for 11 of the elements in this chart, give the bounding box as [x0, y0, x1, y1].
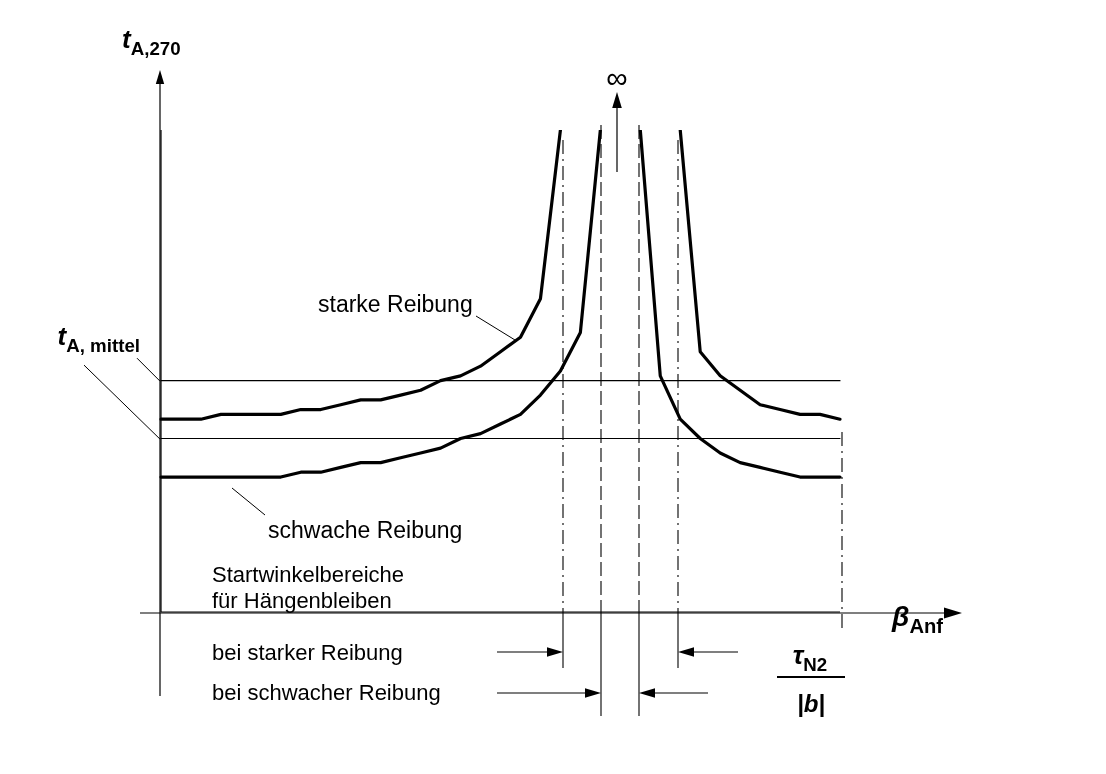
annotation: Startwinkelbereiche für Hängenbleiben	[212, 562, 404, 613]
y-axis-title: t$_{A,270}$	[122, 24, 181, 59]
text: τ$_{N2}$	[792, 640, 828, 675]
text: bei schwacher Reibung	[212, 680, 441, 705]
legend-label: schwache Reibung	[268, 517, 463, 543]
text: |b|	[796, 690, 826, 717]
series-label: t$_{A, mittel}$	[57, 321, 140, 356]
series-label: starke Reibung	[318, 291, 473, 317]
text: ∞	[606, 61, 628, 94]
text: bei starker Reibung	[212, 640, 403, 665]
x-axis-title: β$_{Anf}$	[891, 601, 944, 637]
